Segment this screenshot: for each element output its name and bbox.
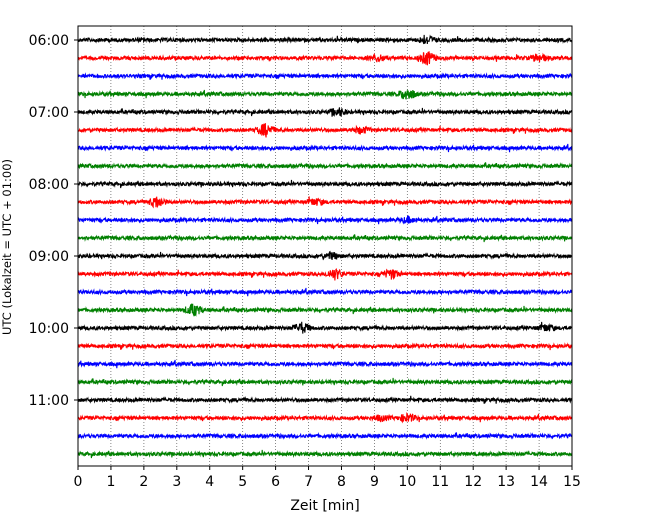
seismic-trace (77, 449, 573, 459)
x-tick-label: 1 (106, 474, 115, 490)
seismic-trace (77, 342, 573, 351)
x-ticks: 0 1 2 3 4 5 6 7 8 9 10 11 12 13 14 15 (74, 466, 581, 490)
y-tick-label: 07:00 (29, 105, 69, 121)
y-tick-label: 10:00 (29, 321, 69, 337)
seismic-trace (77, 268, 573, 281)
seismic-trace (77, 432, 573, 440)
x-tick-label: 13 (497, 474, 515, 490)
x-tick-label: 10 (398, 474, 416, 490)
x-tick-label: 7 (304, 474, 313, 490)
x-tick-label: 14 (530, 474, 548, 490)
y-tick-label: 06:00 (29, 33, 69, 49)
seismic-trace (77, 412, 573, 424)
seismic-trace (77, 250, 573, 261)
x-tick-label: 5 (238, 474, 247, 490)
seismic-trace (77, 234, 573, 243)
seismic-trace (77, 321, 573, 334)
seismic-trace (77, 34, 573, 45)
seismic-trace (77, 107, 573, 117)
seismic-trace (77, 215, 573, 225)
seismic-trace (77, 162, 573, 170)
x-tick-label: 4 (205, 474, 214, 490)
seismic-trace (77, 377, 573, 387)
seismic-trace (77, 143, 573, 153)
plot-area (78, 26, 572, 466)
x-tick-label: 12 (464, 474, 482, 490)
seismic-trace (77, 89, 573, 100)
grid-lines (110, 26, 540, 466)
y-tick-label: 09:00 (29, 249, 69, 265)
y-axis-title: UTC (Lokalzeit = UTC + 01:00) (0, 159, 14, 335)
x-tick-label: 3 (172, 474, 181, 490)
seismic-trace (77, 287, 573, 297)
seismic-trace (77, 359, 573, 369)
seismic-trace (77, 51, 573, 66)
x-tick-label: 2 (139, 474, 148, 490)
seismic-trace (77, 72, 573, 80)
x-tick-label: 8 (337, 474, 346, 490)
seismic-trace (77, 303, 573, 317)
x-tick-label: 9 (370, 474, 379, 490)
plot-frame (77, 25, 573, 467)
traces (77, 34, 573, 459)
y-tick-label: 08:00 (29, 177, 69, 193)
seismic-trace (77, 196, 573, 209)
y-ticks: 06:00 07:00 08:00 09:00 10:00 11:00 (29, 33, 78, 409)
seismic-trace (77, 179, 573, 189)
seismic-trace (77, 395, 573, 404)
seismic-trace (77, 123, 573, 138)
x-tick-label: 6 (271, 474, 280, 490)
x-tick-label: 0 (74, 474, 83, 490)
x-tick-label: 11 (431, 474, 449, 490)
x-axis-title: Zeit [min] (290, 498, 359, 514)
x-tick-label: 15 (563, 474, 581, 490)
y-tick-label: 11:00 (29, 393, 69, 409)
